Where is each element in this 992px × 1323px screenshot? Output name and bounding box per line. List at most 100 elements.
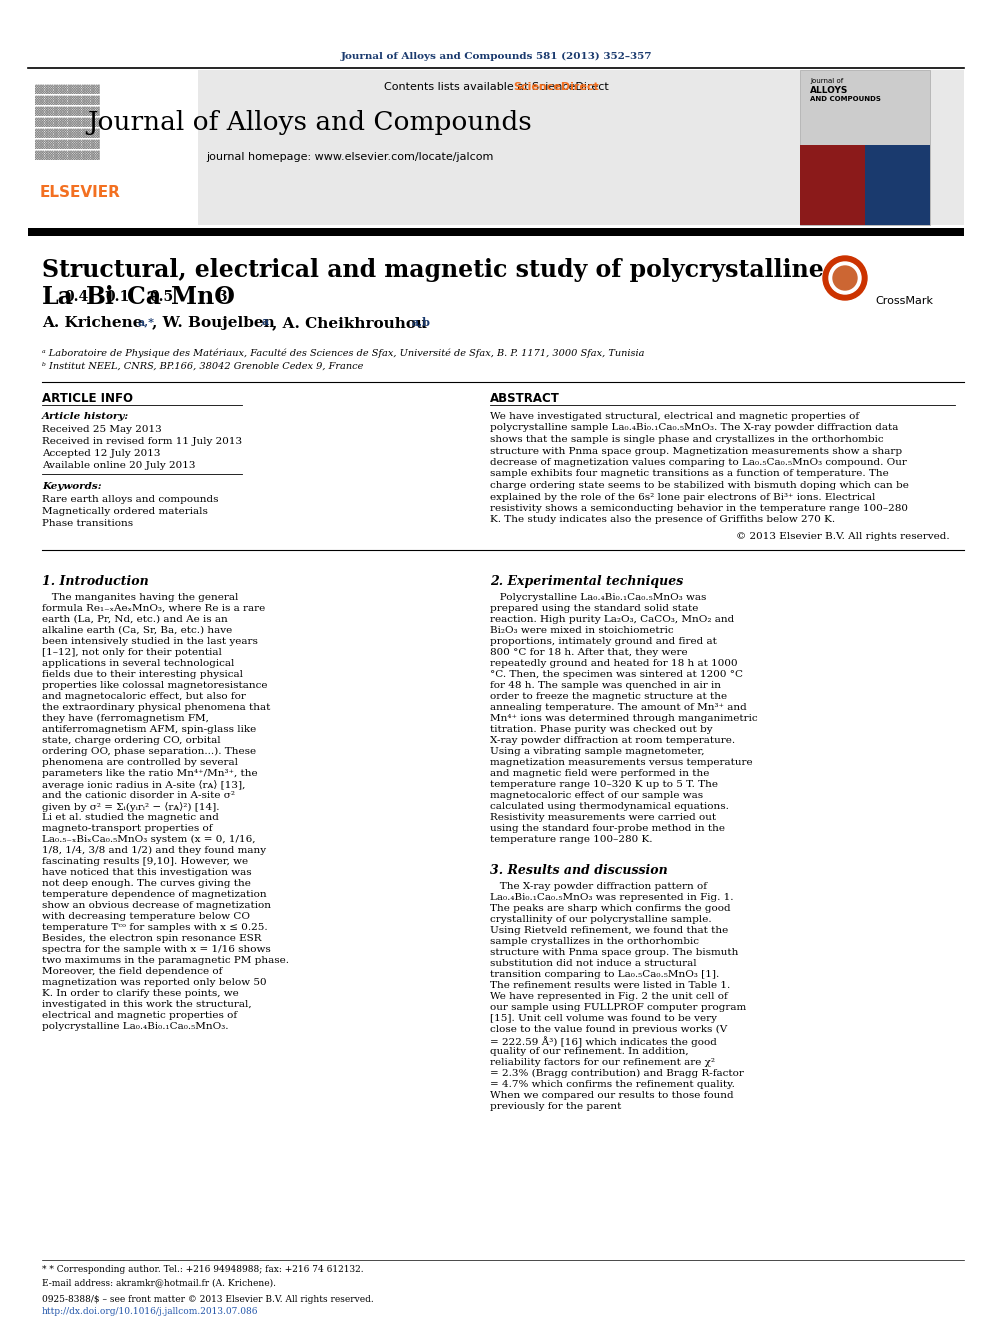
Text: reliability factors for our refinement are χ²: reliability factors for our refinement a…: [490, 1058, 715, 1068]
Text: been intensively studied in the last years: been intensively studied in the last yea…: [42, 636, 258, 646]
Text: Ca: Ca: [127, 284, 161, 310]
Text: Moreover, the field dependence of: Moreover, the field dependence of: [42, 967, 222, 976]
Text: annealing temperature. The amount of Mn³⁺ and: annealing temperature. The amount of Mn³…: [490, 703, 747, 712]
Text: Structural, electrical and magnetic study of polycrystalline: Structural, electrical and magnetic stud…: [42, 258, 823, 282]
Text: structure with Pnma space group. The bismuth: structure with Pnma space group. The bis…: [490, 949, 738, 957]
Text: K. In order to clarify these points, we: K. In order to clarify these points, we: [42, 990, 239, 998]
Text: decrease of magnetization values comparing to La₀.₅Ca₀.₅MnO₃ compound. Our: decrease of magnetization values compari…: [490, 458, 907, 467]
Text: fields due to their interesting physical: fields due to their interesting physical: [42, 669, 243, 679]
Text: a,*: a,*: [137, 316, 154, 327]
Text: = 2.3% (Bragg contribution) and Bragg R-factor: = 2.3% (Bragg contribution) and Bragg R-…: [490, 1069, 744, 1078]
Text: The manganites having the general: The manganites having the general: [42, 593, 238, 602]
Text: Accepted 12 July 2013: Accepted 12 July 2013: [42, 448, 161, 458]
Text: http://dx.doi.org/10.1016/j.jallcom.2013.07.086: http://dx.doi.org/10.1016/j.jallcom.2013…: [42, 1307, 259, 1316]
Text: formula Re₁₋ₓAeₓMnO₃, where Re is a rare: formula Re₁₋ₓAeₓMnO₃, where Re is a rare: [42, 605, 265, 613]
Text: ALLOYS: ALLOYS: [810, 86, 848, 95]
Text: show an obvious decrease of magnetization: show an obvious decrease of magnetizatio…: [42, 901, 271, 910]
Text: journal homepage: www.elsevier.com/locate/jalcom: journal homepage: www.elsevier.com/locat…: [206, 152, 494, 161]
Text: = 4.7% which confirms the refinement quality.: = 4.7% which confirms the refinement qua…: [490, 1080, 735, 1089]
Text: transition comparing to La₀.₅Ca₀.₅MnO₃ [1].: transition comparing to La₀.₅Ca₀.₅MnO₃ […: [490, 970, 719, 979]
Text: Journal of: Journal of: [810, 78, 843, 83]
Text: and the cationic disorder in A-site σ²: and the cationic disorder in A-site σ²: [42, 791, 235, 800]
Text: * * Corresponding author. Tel.: +216 94948988; fax: +216 74 612132.: * * Corresponding author. Tel.: +216 949…: [42, 1265, 364, 1274]
Text: a: a: [262, 316, 269, 327]
Text: ▓▓▓▓▓▓▓▓▓▓▓▓▓▓
▓▓▓▓▓▓▓▓▓▓▓▓▓▓
▓▓▓▓▓▓▓▓▓▓▓▓▓▓
▓▓▓▓▓▓▓▓▓▓▓▓▓▓
▓▓▓▓▓▓▓▓▓▓▓▓▓▓
▓▓▓▓▓: ▓▓▓▓▓▓▓▓▓▓▓▓▓▓ ▓▓▓▓▓▓▓▓▓▓▓▓▓▓ ▓▓▓▓▓▓▓▓▓▓…: [35, 85, 100, 160]
Text: The X-ray powder diffraction pattern of: The X-ray powder diffraction pattern of: [490, 882, 707, 890]
Text: We have investigated structural, electrical and magnetic properties of: We have investigated structural, electri…: [490, 411, 859, 421]
Text: ᵃ Laboratoire de Physique des Matériaux, Faculté des Sciences de Sfax, Universit: ᵃ Laboratoire de Physique des Matériaux,…: [42, 348, 645, 357]
Text: parameters like the ratio Mn⁴⁺/Mn³⁺, the: parameters like the ratio Mn⁴⁺/Mn³⁺, the: [42, 769, 258, 778]
Text: prepared using the standard solid state: prepared using the standard solid state: [490, 605, 698, 613]
Text: magnetization measurements versus temperature: magnetization measurements versus temper…: [490, 758, 753, 767]
Text: properties like colossal magnetoresistance: properties like colossal magnetoresistan…: [42, 681, 268, 691]
Text: ScienceDirect: ScienceDirect: [513, 82, 599, 93]
Text: AND COMPOUNDS: AND COMPOUNDS: [810, 97, 881, 102]
Text: given by σ² = Σᵢ(yᵢrᵢ² − ⟨rᴀ⟩²) [14].: given by σ² = Σᵢ(yᵢrᵢ² − ⟨rᴀ⟩²) [14].: [42, 802, 219, 812]
Text: Contents lists available at ScienceDirect: Contents lists available at ScienceDirec…: [384, 82, 608, 93]
Text: Using Rietveld refinement, we found that the: Using Rietveld refinement, we found that…: [490, 926, 728, 935]
Text: 1. Introduction: 1. Introduction: [42, 576, 149, 587]
Text: two maximums in the paramagnetic PM phase.: two maximums in the paramagnetic PM phas…: [42, 957, 289, 964]
Text: have noticed that this investigation was: have noticed that this investigation was: [42, 868, 252, 877]
Text: temperature range 10–320 K up to 5 T. The: temperature range 10–320 K up to 5 T. Th…: [490, 781, 718, 789]
Text: repeatedly ground and heated for 18 h at 1000: repeatedly ground and heated for 18 h at…: [490, 659, 738, 668]
Text: Journal of Alloys and Compounds: Journal of Alloys and Compounds: [87, 110, 533, 135]
Text: 0.1: 0.1: [105, 290, 129, 304]
Text: 1/8, 1/4, 3/8 and 1/2) and they found many: 1/8, 1/4, 3/8 and 1/2) and they found ma…: [42, 845, 266, 855]
Circle shape: [823, 255, 867, 300]
Text: polycrystalline La₀.₄Bi₀.₁Ca₀.₅MnO₃.: polycrystalline La₀.₄Bi₀.₁Ca₀.₅MnO₃.: [42, 1021, 228, 1031]
Text: not deep enough. The curves giving the: not deep enough. The curves giving the: [42, 878, 251, 888]
Text: Magnetically ordered materials: Magnetically ordered materials: [42, 507, 208, 516]
Text: La₀.₄Bi₀.₁Ca₀.₅MnO₃ was represented in Fig. 1.: La₀.₄Bi₀.₁Ca₀.₅MnO₃ was represented in F…: [490, 893, 733, 902]
Text: 0925-8388/$ – see front matter © 2013 Elsevier B.V. All rights reserved.: 0925-8388/$ – see front matter © 2013 El…: [42, 1295, 374, 1304]
Circle shape: [833, 266, 857, 290]
Text: Journal of Alloys and Compounds 581 (2013) 352–357: Journal of Alloys and Compounds 581 (201…: [340, 52, 652, 61]
Bar: [865, 146, 930, 225]
Text: electrical and magnetic properties of: electrical and magnetic properties of: [42, 1011, 237, 1020]
Text: E-mail address: akramkr@hotmail.fr (A. Krichene).: E-mail address: akramkr@hotmail.fr (A. K…: [42, 1278, 276, 1287]
Text: close to the value found in previous works (V: close to the value found in previous wor…: [490, 1025, 727, 1035]
Text: polycrystalline sample La₀.₄Bi₀.₁Ca₀.₅MnO₃. The X-ray powder diffraction data: polycrystalline sample La₀.₄Bi₀.₁Ca₀.₅Mn…: [490, 423, 899, 433]
Text: Received 25 May 2013: Received 25 May 2013: [42, 425, 162, 434]
Text: La: La: [42, 284, 73, 310]
Text: the extraordinary physical phenomena that: the extraordinary physical phenomena tha…: [42, 703, 271, 712]
Text: for 48 h. The sample was quenched in air in: for 48 h. The sample was quenched in air…: [490, 681, 721, 691]
Text: 3. Results and discussion: 3. Results and discussion: [490, 864, 668, 877]
Text: ABSTRACT: ABSTRACT: [490, 392, 559, 405]
Text: earth (La, Pr, Nd, etc.) and Ae is an: earth (La, Pr, Nd, etc.) and Ae is an: [42, 615, 228, 624]
Text: sample exhibits four magnetic transitions as a function of temperature. The: sample exhibits four magnetic transition…: [490, 470, 889, 479]
Text: using the standard four-probe method in the: using the standard four-probe method in …: [490, 824, 725, 833]
Text: Received in revised form 11 July 2013: Received in revised form 11 July 2013: [42, 437, 242, 446]
Text: shows that the sample is single phase and crystallizes in the orthorhombic: shows that the sample is single phase an…: [490, 435, 884, 445]
Text: Resistivity measurements were carried out: Resistivity measurements were carried ou…: [490, 814, 716, 822]
Text: reaction. High purity La₂O₃, CaCO₃, MnO₂ and: reaction. High purity La₂O₃, CaCO₃, MnO₂…: [490, 615, 734, 624]
Text: Bi₂O₃ were mixed in stoichiometric: Bi₂O₃ were mixed in stoichiometric: [490, 626, 674, 635]
Text: with decreasing temperature below CO: with decreasing temperature below CO: [42, 912, 250, 921]
Text: The peaks are sharp which confirms the good: The peaks are sharp which confirms the g…: [490, 904, 731, 913]
Text: Mn⁴⁺ ions was determined through manganimetric: Mn⁴⁺ ions was determined through mangani…: [490, 714, 758, 722]
Text: substitution did not induce a structural: substitution did not induce a structural: [490, 959, 696, 968]
Text: state, charge ordering CO, orbital: state, charge ordering CO, orbital: [42, 736, 220, 745]
Text: resistivity shows a semiconducting behavior in the temperature range 100–280: resistivity shows a semiconducting behav…: [490, 504, 908, 513]
Text: ELSEVIER: ELSEVIER: [40, 185, 121, 200]
Bar: [800, 146, 865, 225]
Text: structure with Pnma space group. Magnetization measurements show a sharp: structure with Pnma space group. Magneti…: [490, 446, 902, 455]
Text: 2. Experimental techniques: 2. Experimental techniques: [490, 576, 683, 587]
Text: 3: 3: [217, 290, 226, 304]
Text: Bi: Bi: [86, 284, 115, 310]
Text: ordering OO, phase separation...). These: ordering OO, phase separation...). These: [42, 747, 256, 757]
Text: order to freeze the magnetic structure at the: order to freeze the magnetic structure a…: [490, 692, 727, 701]
Text: antiferromagnetism AFM, spin-glass like: antiferromagnetism AFM, spin-glass like: [42, 725, 256, 734]
Text: sample crystallizes in the orthorhombic: sample crystallizes in the orthorhombic: [490, 937, 699, 946]
Bar: [28, 228, 964, 235]
Text: applications in several technological: applications in several technological: [42, 659, 234, 668]
Text: ᵇ Institut NEEL, CNRS, BP.166, 38042 Grenoble Cedex 9, France: ᵇ Institut NEEL, CNRS, BP.166, 38042 Gre…: [42, 363, 363, 370]
Text: 800 °C for 18 h. After that, they were: 800 °C for 18 h. After that, they were: [490, 648, 687, 658]
Text: a,b: a,b: [412, 316, 431, 327]
Text: our sample using FULLPROF computer program: our sample using FULLPROF computer progr…: [490, 1003, 746, 1012]
Text: La₀.₅₋ₓBiₓCa₀.₅MnO₃ system (x = 0, 1/16,: La₀.₅₋ₓBiₓCa₀.₅MnO₃ system (x = 0, 1/16,: [42, 835, 256, 844]
Text: quality of our refinement. In addition,: quality of our refinement. In addition,: [490, 1046, 688, 1056]
Text: °C. Then, the specimen was sintered at 1200 °C: °C. Then, the specimen was sintered at 1…: [490, 669, 743, 679]
Text: Li et al. studied the magnetic and: Li et al. studied the magnetic and: [42, 814, 219, 822]
Text: = 222.59 Å³) [16] which indicates the good: = 222.59 Å³) [16] which indicates the go…: [490, 1036, 717, 1046]
